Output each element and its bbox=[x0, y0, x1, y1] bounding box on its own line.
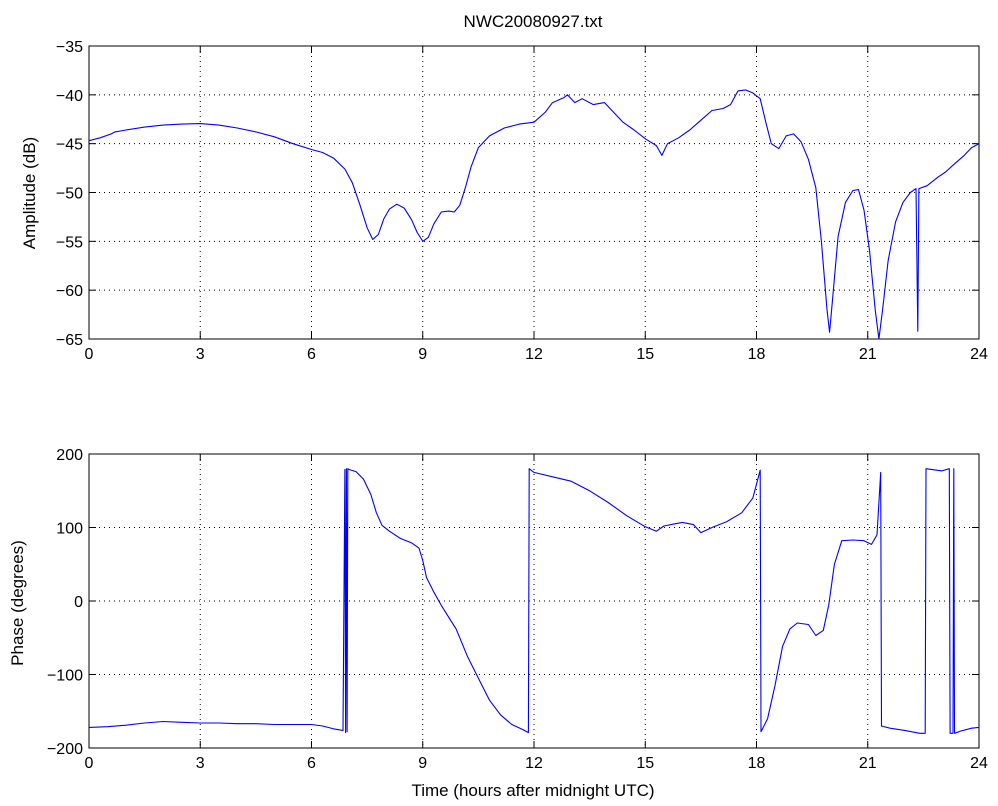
y-tick-label: −100 bbox=[47, 668, 83, 685]
plot-frame bbox=[88, 45, 980, 340]
x-tick-label: 6 bbox=[307, 346, 316, 363]
x-tick-label: 12 bbox=[525, 346, 543, 363]
series-line bbox=[89, 89, 979, 340]
x-tick-label: 12 bbox=[525, 755, 543, 772]
x-tick-label: 24 bbox=[970, 755, 988, 772]
y-tick-label: −200 bbox=[47, 741, 83, 758]
y-tick-label: −45 bbox=[56, 137, 83, 154]
series-line bbox=[89, 468, 979, 734]
y-tick-label: −35 bbox=[56, 39, 83, 56]
x-tick-label: 9 bbox=[418, 346, 427, 363]
y-tick-label: 200 bbox=[56, 447, 83, 464]
x-tick-label: 18 bbox=[748, 755, 766, 772]
x-tick-label: 0 bbox=[85, 755, 94, 772]
x-tick-label: 18 bbox=[748, 346, 766, 363]
x-tick-label: 24 bbox=[970, 346, 988, 363]
y-tick-label: 0 bbox=[74, 594, 83, 611]
x-tick-label: 21 bbox=[859, 346, 877, 363]
x-tick-label: 15 bbox=[636, 755, 654, 772]
x-tick-label: 3 bbox=[196, 346, 205, 363]
y-tick-label: −50 bbox=[56, 186, 83, 203]
x-tick-label: 21 bbox=[859, 755, 877, 772]
y-tick-label: −65 bbox=[56, 332, 83, 349]
y-axis-label-amplitude: Amplitude (dB) bbox=[20, 137, 39, 249]
x-tick-label: 15 bbox=[636, 346, 654, 363]
y-tick-label: −40 bbox=[56, 88, 83, 105]
y-axis-label-phase: Phase (degrees) bbox=[8, 540, 27, 666]
chart-title: NWC20080927.txt bbox=[464, 12, 603, 31]
x-tick-label: 6 bbox=[307, 755, 316, 772]
x-tick-label: 9 bbox=[418, 755, 427, 772]
phase-plot: Time (hours after midnight UTC) Phase (d… bbox=[8, 447, 988, 800]
y-tick-label: −55 bbox=[56, 234, 83, 251]
plot-frame bbox=[88, 453, 980, 749]
x-tick-label: 0 bbox=[85, 346, 94, 363]
x-tick-label: 3 bbox=[196, 755, 205, 772]
x-axis-label-time: Time (hours after midnight UTC) bbox=[411, 781, 654, 800]
y-tick-label: −60 bbox=[56, 283, 83, 300]
amplitude-plot: NWC20080927.txt Amplitude (dB) 0 3 6 9 12 15 1… bbox=[20, 12, 988, 363]
y-tick-label: 100 bbox=[56, 521, 83, 538]
